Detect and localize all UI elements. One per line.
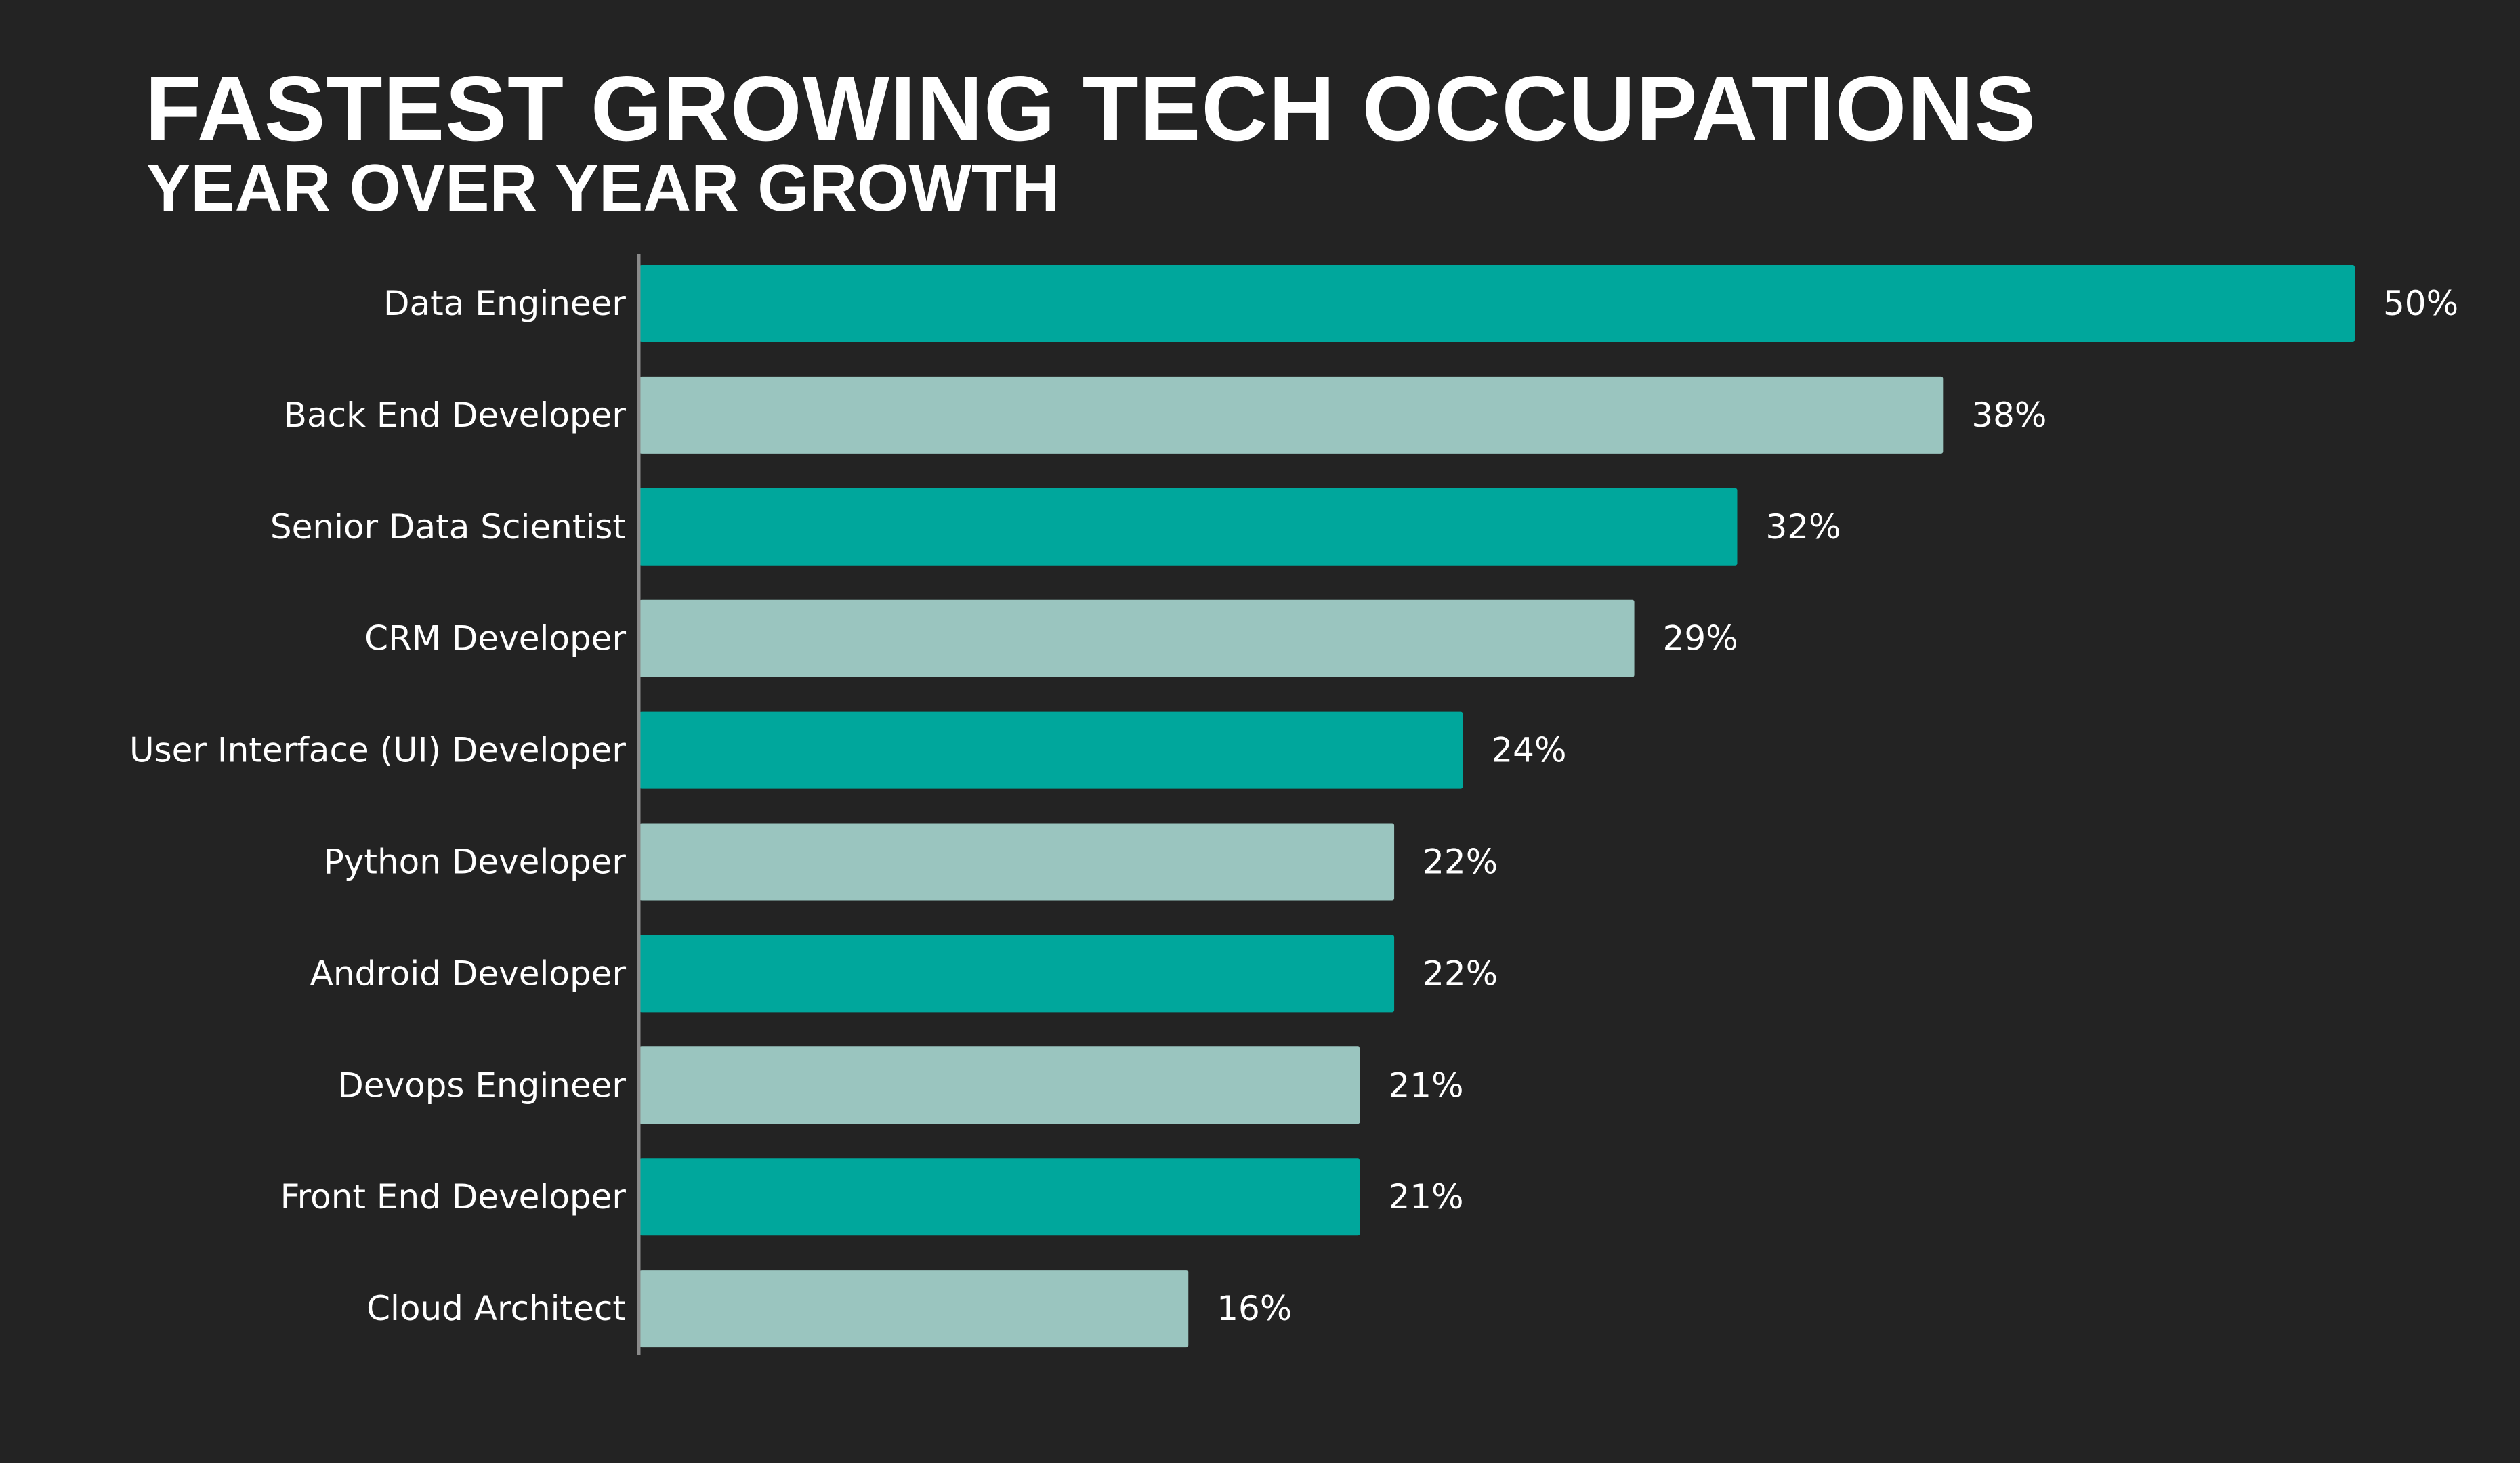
- value-label-6: 22%: [1423, 954, 1498, 993]
- bar-1: [639, 376, 1944, 454]
- value-label-0: 50%: [2383, 284, 2458, 323]
- category-label-1: Back End Developer: [284, 396, 627, 435]
- category-label-9: Cloud Architect: [366, 1289, 626, 1328]
- category-label-8: Front End Developer: [280, 1177, 627, 1216]
- category-label-0: Data Engineer: [383, 284, 626, 323]
- category-label-2: Senior Data Scientist: [270, 507, 626, 547]
- bar-2: [639, 488, 1738, 566]
- value-label-4: 24%: [1491, 731, 1566, 770]
- chart-title: FASTEST GROWING TECH OCCUPATIONS: [145, 57, 2037, 160]
- value-label-3: 29%: [1663, 619, 1738, 658]
- bar-0: [639, 265, 2355, 342]
- value-label-1: 38%: [1971, 396, 2046, 435]
- value-label-9: 16%: [1217, 1289, 1292, 1328]
- bar-8: [639, 1158, 1360, 1236]
- bar-7: [639, 1046, 1360, 1124]
- category-label-4: User Interface (UI) Developer: [129, 731, 626, 770]
- category-label-6: Android Developer: [310, 954, 627, 993]
- bar-6: [639, 935, 1395, 1013]
- value-label-2: 32%: [1765, 507, 1841, 547]
- bar-9: [639, 1270, 1189, 1348]
- value-label-8: 21%: [1388, 1177, 1463, 1216]
- value-label-7: 21%: [1388, 1065, 1463, 1105]
- category-label-5: Python Developer: [324, 843, 627, 882]
- chart-subtitle: YEAR OVER YEAR GROWTH: [146, 150, 1060, 225]
- bar-3: [639, 599, 1635, 677]
- category-label-3: CRM Developer: [364, 619, 626, 658]
- bar-4: [639, 711, 1463, 789]
- category-label-7: Devops Engineer: [337, 1065, 626, 1105]
- value-label-5: 22%: [1423, 843, 1498, 882]
- bar-5: [639, 823, 1395, 901]
